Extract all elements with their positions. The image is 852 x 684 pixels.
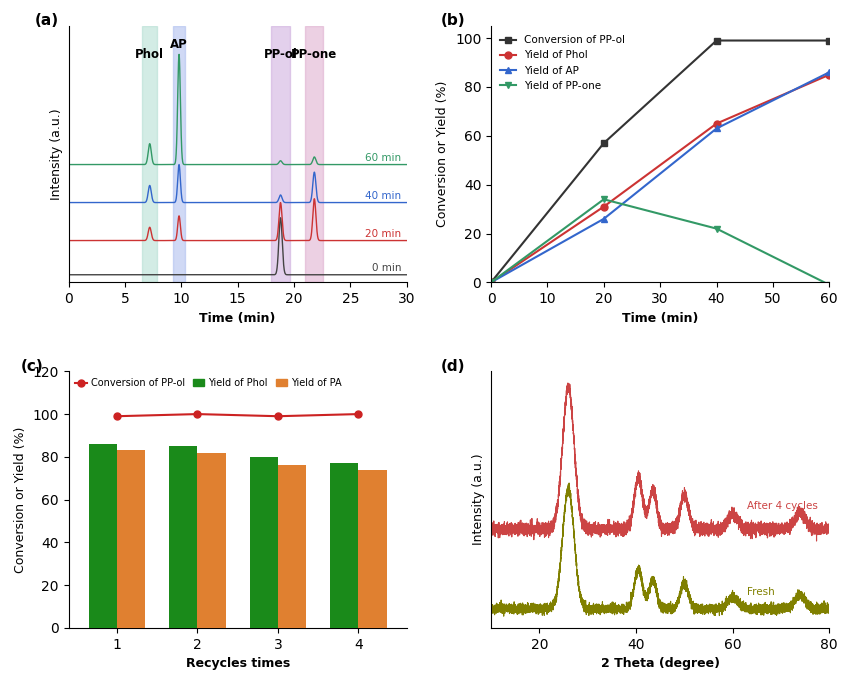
Bar [305,26,324,282]
Bar [142,26,157,282]
Yield of PP-one [824,280,834,289]
Bar [272,26,290,282]
Bar [331,463,359,628]
Yield of Phol [486,278,496,287]
Yield of Phol [824,70,834,79]
Yield of AP [599,215,609,223]
Legend: Conversion of PP-ol, Yield of Phol, Yield of AP, Yield of PP-one: Conversion of PP-ol, Yield of Phol, Yiel… [496,31,630,95]
Legend: Conversion of PP-ol, Yield of Phol, Yield of PA: Conversion of PP-ol, Yield of Phol, Yiel… [73,376,343,390]
Bar [117,451,145,628]
Yield of AP [711,124,722,133]
Yield of PP-one [599,195,609,203]
Conversion of PP-ol [711,36,722,44]
Yield of Phol [711,120,722,128]
Conversion of PP-ol [486,278,496,287]
Yield of Phol [599,202,609,211]
Text: (b): (b) [440,13,465,28]
Text: (c): (c) [21,358,44,373]
X-axis label: 2 Theta (degree): 2 Theta (degree) [601,657,720,670]
Text: 0 min: 0 min [371,263,401,273]
X-axis label: Time (min): Time (min) [622,312,699,325]
Y-axis label: Intensity (a.u.): Intensity (a.u.) [50,108,63,200]
Conversion of PP-ol [599,139,609,147]
Bar [89,444,117,628]
Text: Phol: Phol [135,48,164,61]
X-axis label: Recycles times: Recycles times [186,657,290,670]
Yield of AP [824,68,834,77]
X-axis label: Time (min): Time (min) [199,312,276,325]
Bar [278,465,306,628]
Bar [250,457,278,628]
Text: AP: AP [170,38,188,51]
Text: 20 min: 20 min [365,228,401,239]
Text: (a): (a) [35,13,59,28]
Line: Yield of PP-one: Yield of PP-one [487,196,832,288]
Y-axis label: Intensity (a.u.): Intensity (a.u.) [473,453,486,545]
Line: Yield of AP: Yield of AP [487,69,832,286]
Text: PP-one: PP-one [291,48,337,61]
Conversion of PP-ol [824,36,834,44]
Bar [198,453,226,628]
Y-axis label: Conversion or Yield (%): Conversion or Yield (%) [436,81,449,227]
Bar [170,446,198,628]
Yield of PP-one [486,278,496,287]
Line: Conversion of PP-ol: Conversion of PP-ol [487,37,832,286]
Text: After 4 cycles: After 4 cycles [747,501,818,512]
Yield of PP-one [711,224,722,233]
Line: Yield of Phol: Yield of Phol [487,71,832,286]
Yield of AP [486,278,496,287]
Text: (d): (d) [440,358,465,373]
Text: 60 min: 60 min [365,153,401,163]
Text: Fresh: Fresh [747,587,775,596]
Text: 40 min: 40 min [365,191,401,200]
Bar [173,26,185,282]
Y-axis label: Conversion or Yield (%): Conversion or Yield (%) [14,426,27,573]
Text: PP-ol: PP-ol [263,48,297,61]
Bar [359,470,387,628]
